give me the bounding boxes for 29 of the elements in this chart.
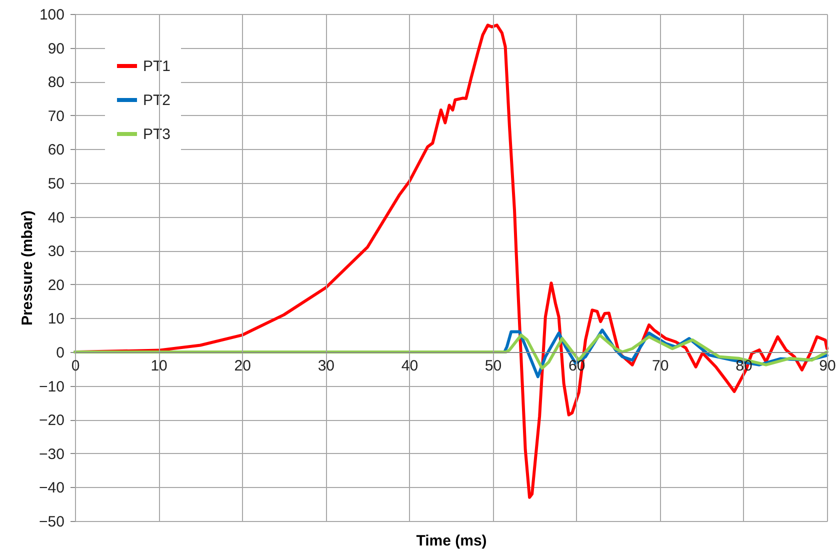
x-tick-label: 0	[71, 358, 80, 374]
y-tick-label: 90	[48, 40, 64, 58]
y-tick-label: 10	[48, 310, 64, 328]
legend-label: PT1	[143, 58, 171, 75]
y-tick-label: 0	[56, 344, 64, 362]
y-tick-label: −10	[39, 378, 64, 396]
x-axis-title: Time (ms)	[416, 532, 487, 550]
x-tick-label: 50	[484, 358, 502, 374]
x-tick-label: 10	[150, 358, 168, 374]
y-tick-label: 20	[48, 276, 64, 294]
y-tick-label: 70	[48, 108, 64, 125]
x-tick-label: 30	[318, 358, 335, 374]
x-tick-label: 20	[234, 358, 251, 374]
y-tick-label: 50	[48, 176, 64, 192]
legend-label: PT3	[143, 126, 171, 143]
legend-label: PT2	[143, 92, 171, 109]
x-tick-label: 40	[401, 358, 418, 374]
x-tick-label: 70	[652, 358, 669, 374]
y-tick-label: −30	[39, 446, 64, 463]
y-tick-label: 100	[39, 6, 64, 24]
y-tick-label: −50	[39, 514, 64, 530]
x-tick-label: 90	[819, 358, 836, 374]
y-tick-label: −40	[39, 480, 64, 497]
y-tick-label: 30	[48, 243, 64, 260]
y-tick-label: 80	[48, 74, 64, 92]
y-tick-label: 60	[48, 142, 64, 159]
y-axis-title: Pressure (mbar)	[19, 210, 36, 326]
y-tick-label: −20	[39, 412, 64, 430]
y-tick-label: 40	[48, 209, 64, 226]
